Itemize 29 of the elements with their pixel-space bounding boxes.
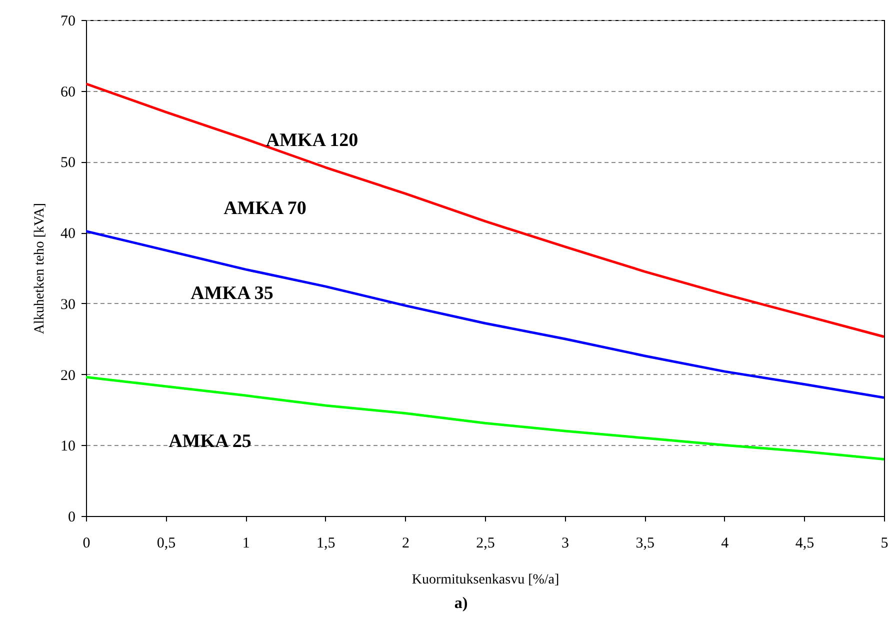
annotation: AMKA 35 [190,283,274,304]
annotation: AMKA 120 [266,130,358,151]
line-series [86,376,884,461]
y-tick-label: 10 [60,438,76,455]
y-axis-title: Alkuhetken teho [kVA] [32,202,48,334]
line-series [86,230,884,399]
x-tick-label: 2,5 [476,536,495,552]
annotation: AMKA 70 [224,198,306,219]
x-tick-label: 5 [880,536,888,552]
y-tick-label: 70 [60,14,76,30]
x-tick-label: 0,5 [156,536,176,552]
x-tick-label: 1,5 [316,536,336,552]
y-tick-label: 0 [68,510,76,526]
x-tick-label: 4,5 [795,536,814,552]
y-tick-label: 50 [60,155,76,172]
x-axis-title: Kuormituksenkasvu [%/a] [412,572,560,588]
x-tick-label: 4 [721,536,730,552]
x-tick-label: 0 [82,536,90,552]
annotation: AMKA 25 [168,431,252,452]
x-tick-label: 1 [242,536,250,552]
y-tick-label: 40 [60,226,76,242]
y-tick-label: 30 [60,296,76,313]
line-series [86,82,884,338]
y-tick-label: 60 [60,84,76,100]
x-tick-label: 2 [402,536,410,552]
x-tick-label: 3 [562,536,570,552]
y-tick-label: 20 [60,368,76,384]
x-tick-label: 3,5 [636,536,654,552]
text: a) [454,595,468,612]
